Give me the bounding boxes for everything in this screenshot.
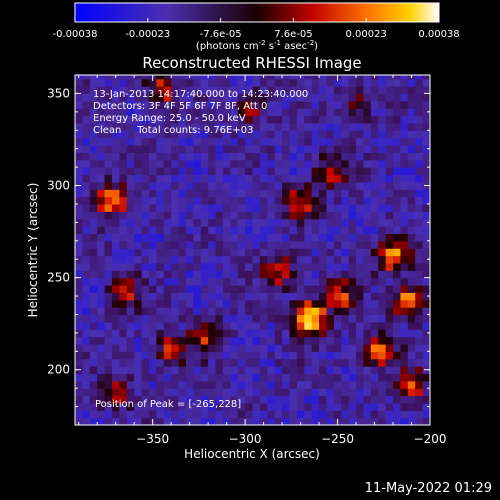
colorbar-tick-label: 0.00023 — [346, 29, 387, 40]
y-axis-label: Heliocentric Y (arcsec) — [26, 183, 40, 318]
colorbar-tick-label: 0.00038 — [418, 29, 459, 40]
x-tick-label: −350 — [136, 432, 169, 446]
axis-ticks: −350 −300 −250 −200 200 250 300 350 — [47, 74, 447, 446]
colorbar-unit-label: (photons cm-2 s-1 asec-2) — [196, 39, 318, 52]
colorbar-ticks: -0.00038 -0.00023 -7.6e-05 7.6e-05 0.00023 0.… — [53, 18, 460, 40]
x-tick-label: −250 — [321, 432, 354, 446]
annotation-time-range: 13-Jan-2013 14:17:40.000 to 14:23:40.000 — [93, 89, 308, 100]
colorbar — [74, 2, 440, 23]
y-tick-label: 300 — [47, 179, 70, 193]
timestamp: 11-May-2022 01:29 — [364, 481, 492, 496]
y-tick-label: 350 — [47, 86, 70, 100]
plot-frame — [74, 74, 431, 426]
annotation-energy-range: Energy Range: 25.0 - 50.0 keV — [93, 113, 246, 124]
colorbar-tick-label: 7.6e-05 — [274, 29, 312, 40]
annotation-peak-position: Position of Peak = [-265,228] — [95, 399, 241, 410]
heatmap-image — [75, 75, 430, 425]
x-axis-label: Heliocentric X (arcsec) — [184, 447, 320, 461]
y-tick-label: 200 — [47, 363, 70, 377]
y-tick-label: 250 — [47, 271, 70, 285]
colorbar-tick-label: -0.00023 — [125, 29, 170, 40]
x-tick-label: −300 — [229, 432, 262, 446]
colorbar-tick-label: -0.00038 — [53, 29, 98, 40]
x-tick-label: −200 — [414, 432, 447, 446]
colorbar-tick-label: -7.6e-05 — [200, 29, 242, 40]
chart-title: Reconstructed RHESSI Image — [142, 54, 361, 72]
annotation-detectors: Detectors: 3F 4F 5F 6F 7F 8F, Att 0 — [93, 101, 267, 112]
annotation-clean-counts: Clean Total counts: 9.76E+03 — [93, 125, 253, 136]
